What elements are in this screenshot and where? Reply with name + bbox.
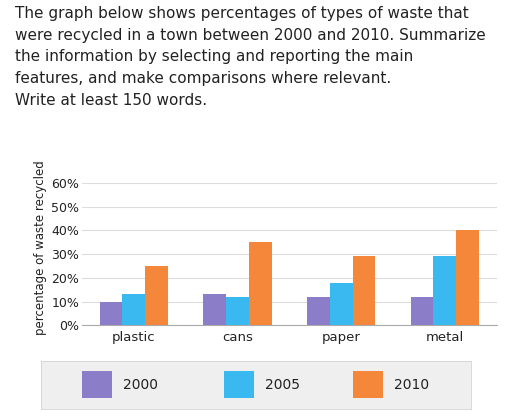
Bar: [433, 256, 456, 325]
Bar: [456, 230, 479, 325]
FancyBboxPatch shape: [224, 371, 254, 398]
Bar: [99, 301, 122, 325]
FancyBboxPatch shape: [82, 371, 112, 398]
Y-axis label: percentage of waste recycled: percentage of waste recycled: [34, 161, 47, 336]
Bar: [122, 294, 145, 325]
Text: 2000: 2000: [123, 378, 158, 392]
Bar: [203, 294, 226, 325]
Bar: [330, 283, 353, 325]
Bar: [145, 266, 168, 325]
Bar: [226, 297, 249, 325]
Text: 2005: 2005: [265, 378, 300, 392]
Bar: [411, 297, 433, 325]
Text: The graph below shows percentages of types of waste that
were recycled in a town: The graph below shows percentages of typ…: [15, 6, 486, 108]
FancyBboxPatch shape: [353, 371, 383, 398]
Bar: [307, 297, 330, 325]
Bar: [249, 242, 272, 325]
Text: 2010: 2010: [394, 378, 429, 392]
Bar: [353, 256, 375, 325]
